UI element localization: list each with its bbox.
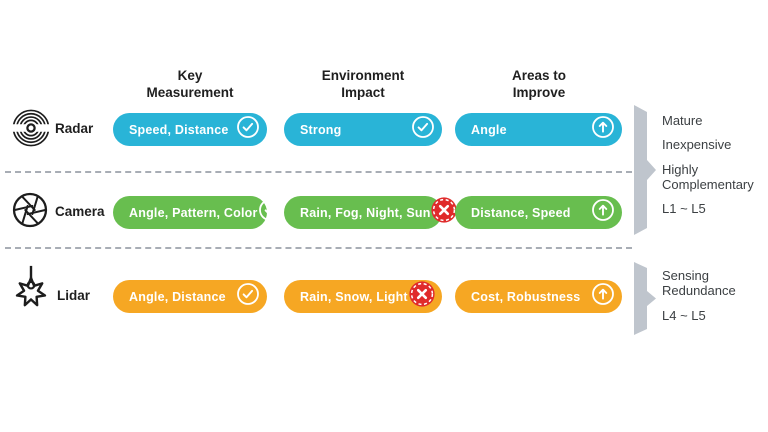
radar-icon: [12, 107, 50, 154]
annotation-line: Sensing Redundance: [662, 268, 736, 299]
column-header-line: Key: [177, 68, 203, 83]
cell-radar-environment-impact: Strong: [284, 113, 442, 146]
column-header-key-measurement: Key Measurement: [120, 68, 260, 102]
column-header-line: Impact: [341, 84, 385, 100]
check-icon: [258, 198, 282, 227]
cell-text: Rain, Snow, Light: [300, 289, 408, 304]
check-icon: [236, 115, 260, 144]
column-header-line: Measurement: [146, 84, 234, 100]
row-label-lidar: Lidar: [57, 288, 91, 303]
column-header-line: Improve: [512, 84, 566, 100]
cell-lidar-key-measurement: Angle, Distance: [113, 280, 267, 313]
annotation-lidar: Sensing Redundance L4 ~ L5: [662, 268, 768, 323]
cell-radar-areas-to-improve: Angle: [455, 113, 622, 146]
cross-icon: [409, 281, 435, 312]
column-header-line: Environment: [321, 68, 405, 83]
row-label-camera: Camera: [55, 204, 105, 219]
annotation-line: Inexpensive: [662, 137, 732, 153]
bracket-lidar: [634, 262, 656, 340]
cell-camera-environment-impact: Rain, Fog, Night, Sun: [284, 196, 457, 229]
lidar-icon: [9, 264, 53, 319]
cell-text: Speed, Distance: [129, 122, 229, 137]
arrow-up-icon: [591, 198, 615, 227]
row-label-radar: Radar: [55, 121, 94, 136]
annotation-radar-camera: Mature Inexpensive Highly Complementary …: [662, 113, 768, 217]
cell-text: Distance, Speed: [471, 205, 571, 220]
cell-text: Cost, Robustness: [471, 289, 581, 304]
cell-lidar-environment-impact: Rain, Snow, Light: [284, 280, 442, 313]
annotation-line: L4 ~ L5: [662, 307, 706, 323]
arrow-up-icon: [591, 115, 615, 144]
annotation-line: Highly Complementary: [662, 161, 754, 192]
check-icon: [236, 282, 260, 311]
annotation-line: L1 ~ L5: [662, 201, 706, 217]
check-icon: [411, 115, 435, 144]
cell-text: Angle: [471, 122, 507, 137]
column-header-line: Areas to: [511, 68, 567, 83]
column-header-areas-to-improve: Areas to Improve: [469, 68, 609, 102]
annotation-line: Mature: [662, 113, 703, 128]
cell-lidar-areas-to-improve: Cost, Robustness: [455, 280, 622, 313]
cell-text: Angle, Pattern, Color: [129, 205, 258, 220]
camera-aperture-icon: [11, 191, 49, 234]
cell-camera-areas-to-improve: Distance, Speed: [455, 196, 622, 229]
row-separator: [5, 247, 632, 249]
bracket-radar-camera: [634, 105, 656, 240]
cell-text: Rain, Fog, Night, Sun: [300, 205, 431, 220]
cell-text: Strong: [300, 122, 342, 137]
cell-text: Angle, Distance: [129, 289, 226, 304]
column-header-environment-impact: Environment Impact: [293, 68, 433, 102]
cross-icon: [430, 197, 457, 228]
cell-radar-key-measurement: Speed, Distance: [113, 113, 267, 146]
row-separator: [5, 171, 632, 173]
arrow-up-icon: [591, 282, 615, 311]
cell-camera-key-measurement: Angle, Pattern, Color: [113, 196, 281, 229]
